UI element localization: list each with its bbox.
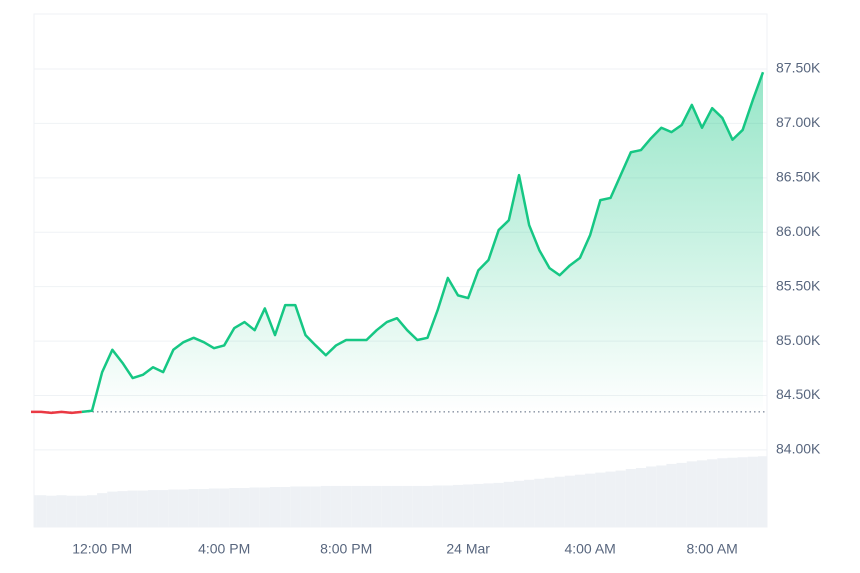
y-tick-label: 86.50K [776,169,821,185]
volume-bar [46,495,57,527]
volume-bar [585,473,596,527]
x-tick-label: 24 Mar [446,541,490,557]
volume-bar [290,486,301,527]
y-tick-label: 87.00K [776,114,821,130]
volume-bar [36,495,47,527]
volume-bar [330,485,342,527]
volume-bar [117,491,128,527]
volume-bar [707,459,718,527]
volume-bar [269,486,281,527]
volume-bar [229,488,240,527]
volume-bar [391,485,403,527]
volume-bar [574,474,586,527]
y-tick-label: 85.50K [776,277,821,293]
volume-bar [503,481,514,527]
volume-bar [259,487,270,527]
volume-bar [147,490,159,527]
volume-bar [137,490,148,527]
volume-bar [198,489,209,527]
y-tick-label: 87.50K [776,60,821,76]
volume-bar [422,485,433,527]
y-tick-label: 86.00K [776,223,821,239]
volume-bar [717,458,728,527]
volume-bar [158,490,169,527]
volume-bar [564,475,575,527]
volume-bar [452,484,464,527]
x-tick-label: 4:00 PM [198,541,250,557]
volume-bar [473,483,484,527]
volume-bar [178,489,189,527]
volume-bar [66,495,77,527]
price-line-down [31,410,82,415]
volume-bar [635,468,647,527]
volume-bar [737,457,748,527]
y-tick-label: 85.00K [776,332,821,348]
volume-bar [686,461,697,527]
volume-bar [513,480,525,527]
volume-bar [646,466,657,527]
volume-bar [747,456,758,527]
volume-bar [371,485,382,527]
volume-bar [595,472,606,527]
volume-bar [239,488,250,527]
volume-bar [86,495,98,527]
volume-bar [107,491,118,527]
volume-bar [402,485,413,527]
volume-bar [34,495,37,527]
volume-bar [208,488,220,527]
volume-bar [757,456,767,527]
volume-bar [412,485,423,527]
y-tick-label: 84.50K [776,386,821,402]
volume-bar [76,495,87,527]
area [31,72,763,413]
volume-bar [300,486,311,527]
volume-bar [442,485,453,527]
volume-bar [625,469,636,527]
volume-bar [524,479,535,527]
volume-bar [605,471,616,527]
volume-bar [696,460,708,527]
x-tick-label: 4:00 AM [564,541,615,557]
volume-bar [188,489,199,527]
volume-bar [666,463,677,527]
volume-bar [463,484,474,527]
volume-bar [727,457,738,527]
volume-bar [351,485,362,527]
volume-bar [320,485,331,527]
volume-bar [483,483,494,527]
volume-bar [432,485,443,527]
x-tick-label: 8:00 PM [320,541,372,557]
volume-bar [280,486,291,527]
volume-bar [97,493,108,527]
volume-bar [544,477,555,527]
volume-bar [56,495,67,527]
volume-bar [554,476,565,527]
y-tick-label: 84.00K [776,441,821,457]
volume-bar [493,482,504,527]
volume-bar [381,485,392,527]
volume-bar [310,486,321,527]
volume-bar [168,489,179,527]
volume-bar [656,465,667,527]
volume-bar [249,487,260,527]
volume-bar [341,485,352,527]
x-tick-label: 12:00 PM [72,541,132,557]
volume-bar [534,478,545,527]
volume-bar [615,470,626,527]
price-line-up [81,71,765,414]
volume-bar [219,488,230,527]
volume-bar [676,462,687,527]
volume-bar [361,485,372,527]
volume-bar [127,490,138,527]
x-tick-label: 8:00 AM [686,541,737,557]
